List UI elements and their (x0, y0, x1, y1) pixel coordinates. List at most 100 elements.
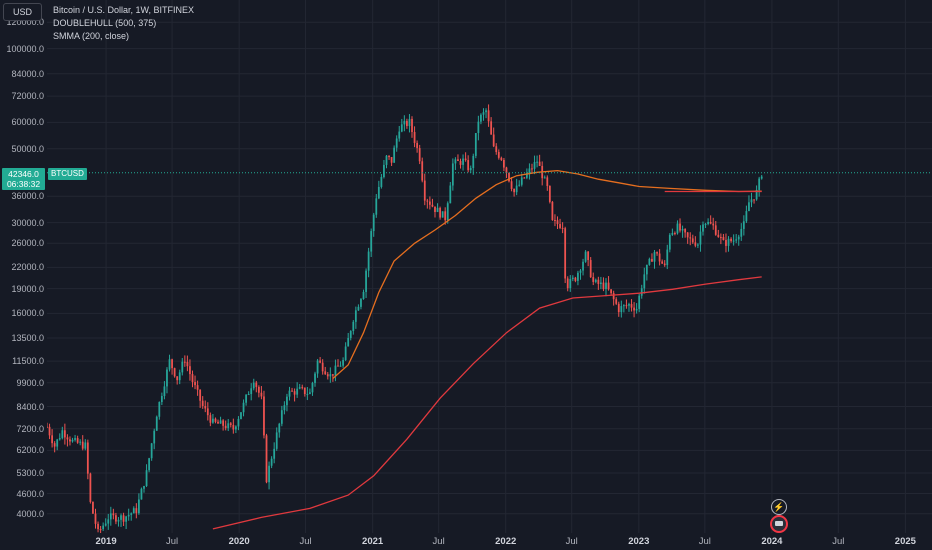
candle-body (566, 278, 569, 289)
candle-body (482, 112, 485, 115)
candle-body (676, 223, 679, 234)
candle-body (196, 385, 199, 390)
candle-body (145, 470, 148, 486)
candle-body (94, 513, 97, 524)
candle-body (309, 392, 311, 394)
candle-body (400, 124, 403, 132)
candle-body (265, 435, 268, 483)
y-tick-label: 60000.0 (11, 117, 44, 128)
legend-indicator-doublehull[interactable]: DOUBLEHULL (500, 375) (53, 18, 157, 28)
candle-body (183, 361, 186, 363)
candle-body (709, 221, 712, 224)
legend-indicator-smma[interactable]: SMMA (200, close) (53, 31, 130, 41)
candle-body (594, 279, 597, 282)
candle-body (515, 185, 518, 193)
candle-body (344, 346, 347, 360)
candle-body (268, 465, 270, 483)
candle-body (497, 152, 500, 158)
x-tick-label: 2020 (228, 536, 250, 547)
x-tick-label: Jul (299, 536, 312, 547)
candle-body (592, 277, 595, 282)
candle-body (132, 508, 135, 514)
candle-body (584, 251, 587, 262)
plot-area[interactable] (47, 0, 932, 533)
candle-body (436, 207, 439, 213)
candle-body (750, 199, 753, 203)
y-tick-label: 50000.0 (11, 143, 44, 154)
candle-body (63, 430, 66, 438)
candle-body (186, 361, 189, 367)
candle-body (311, 382, 314, 393)
candle-body (61, 430, 64, 439)
candle-body (564, 228, 567, 279)
candle-body (612, 293, 615, 300)
candle-body (679, 223, 681, 231)
candle-body (651, 258, 653, 262)
candle-body (270, 458, 273, 466)
candle-body (421, 161, 424, 181)
candle-body (224, 425, 227, 429)
candle-body (503, 159, 505, 168)
candle-body (357, 306, 360, 311)
candle-body (212, 418, 214, 423)
candle-body (280, 410, 283, 424)
candle-body (92, 501, 94, 514)
candle-body (630, 304, 633, 308)
y-tick-label: 4600.0 (16, 488, 44, 499)
doublehull-line (332, 169, 762, 379)
candle-body (97, 523, 99, 530)
indicator-lines (47, 169, 932, 530)
candle-body (250, 388, 253, 395)
candle-body (699, 231, 702, 245)
earnings-icon[interactable] (770, 515, 788, 533)
last-price-value: 42346.0 (8, 168, 39, 179)
candle-body (194, 382, 196, 386)
candle-body (181, 361, 184, 373)
candle-body (375, 198, 378, 215)
candle-body (469, 168, 472, 171)
candle-body (102, 525, 105, 530)
candle-body (648, 258, 651, 265)
candle-body (477, 121, 480, 134)
candle-body (597, 279, 600, 285)
y-tick-label: 30000.0 (11, 217, 44, 228)
candle-body (209, 415, 212, 423)
candle-body (454, 159, 457, 164)
candle-body (56, 439, 59, 447)
y-tick-label: 36000.0 (11, 191, 44, 202)
candle-body (480, 114, 482, 122)
candle-body (298, 387, 301, 389)
candle-body (321, 362, 324, 372)
candle-body (74, 438, 76, 440)
candle-body (360, 299, 362, 307)
candle-body (377, 186, 380, 199)
candle-body (117, 519, 120, 522)
candle-body (260, 392, 263, 397)
candle-body (390, 157, 393, 163)
candle-body (84, 442, 87, 449)
candle-body (334, 365, 337, 376)
time-axis[interactable]: 2019 Jul 2020 Jul 2021 Jul 2022 Jul 2023 Jul 2024 J… (47, 533, 932, 550)
candle-body (717, 234, 720, 237)
candle-body (143, 485, 145, 489)
candle-body (388, 155, 390, 158)
candle-body (47, 426, 48, 428)
price-axis[interactable]: 120000.0 100000.0 84000.0 72000.0 60000.0 500… (0, 0, 47, 533)
candle-body (413, 131, 416, 143)
currency-button[interactable]: USD (3, 3, 42, 21)
candle-body (229, 423, 232, 425)
candle-body (329, 374, 332, 377)
y-tick-label: 22000.0 (11, 262, 44, 273)
candle-body (130, 513, 133, 515)
candle-body (173, 368, 176, 377)
lightning-icon[interactable]: ⚡ (771, 499, 787, 515)
legend-title[interactable]: Bitcoin / U.S. Dollar, 1W, BITFINEX (53, 5, 195, 15)
candle-body (605, 282, 607, 290)
candle-body (582, 261, 584, 271)
candle-body (702, 224, 704, 232)
candle-body (666, 249, 669, 266)
candle-body (431, 204, 434, 207)
candle-body (525, 173, 528, 178)
candle-body (625, 305, 628, 307)
